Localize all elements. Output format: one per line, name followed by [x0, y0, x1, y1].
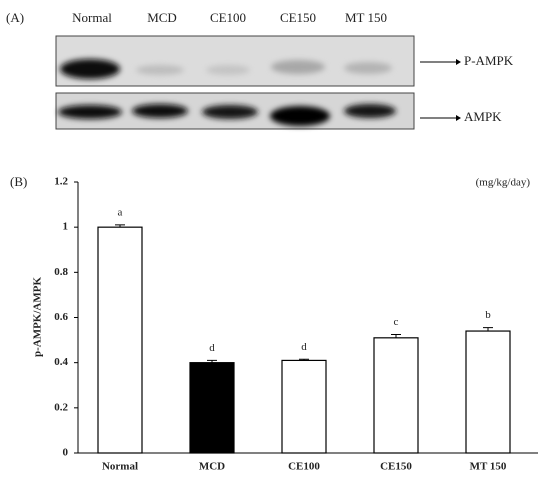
- lane-label: CE100: [210, 10, 246, 25]
- significance-letter: d: [209, 342, 215, 354]
- significance-letter: a: [118, 206, 123, 218]
- blot-top: [55, 35, 415, 87]
- bar: [281, 359, 327, 454]
- error-bar: [483, 327, 493, 332]
- error-bar: [207, 359, 217, 363]
- arrow-head: [456, 59, 461, 65]
- x-tick-label: MT 150: [470, 461, 507, 473]
- y-tick-label: 0.2: [54, 401, 68, 413]
- x-tick-label: CE150: [380, 461, 412, 473]
- y-axis-label: p-AMPK/AMPK: [32, 277, 44, 357]
- y-tick-label: 1: [63, 221, 69, 233]
- lane-label: MCD: [147, 10, 177, 25]
- y-tick-label: 0.4: [54, 356, 68, 368]
- lane-label: Normal: [72, 10, 112, 25]
- y-tick-label: 0: [63, 447, 69, 459]
- y-tick-label: 0.8: [54, 266, 68, 278]
- x-tick-label: MCD: [199, 461, 225, 473]
- lane-label: MT 150: [345, 10, 387, 25]
- bar: [189, 362, 235, 454]
- significance-letter: c: [394, 316, 399, 328]
- x-tick-label: Normal: [102, 461, 138, 473]
- bar: [465, 330, 511, 454]
- lane-label: CE150: [280, 10, 316, 25]
- panel-label: (B): [10, 174, 27, 189]
- significance-letter: b: [485, 309, 491, 321]
- error-bar: [115, 224, 125, 228]
- bar: [373, 337, 419, 454]
- unit-note: (mg/kg/day): [476, 177, 531, 189]
- y-tick-label: 1.2: [54, 176, 68, 188]
- panel-label: (A): [6, 10, 24, 25]
- y-tick-label: 0.6: [54, 311, 68, 323]
- band-label: P-AMPK: [464, 53, 514, 68]
- arrow-head: [456, 115, 461, 121]
- significance-letter: d: [301, 341, 307, 353]
- blot-bottom: [55, 92, 415, 130]
- band-label: AMPK: [464, 109, 502, 124]
- bar: [97, 226, 143, 454]
- error-bar: [391, 333, 401, 338]
- x-tick-label: CE100: [288, 461, 320, 473]
- error-bar: [299, 358, 309, 361]
